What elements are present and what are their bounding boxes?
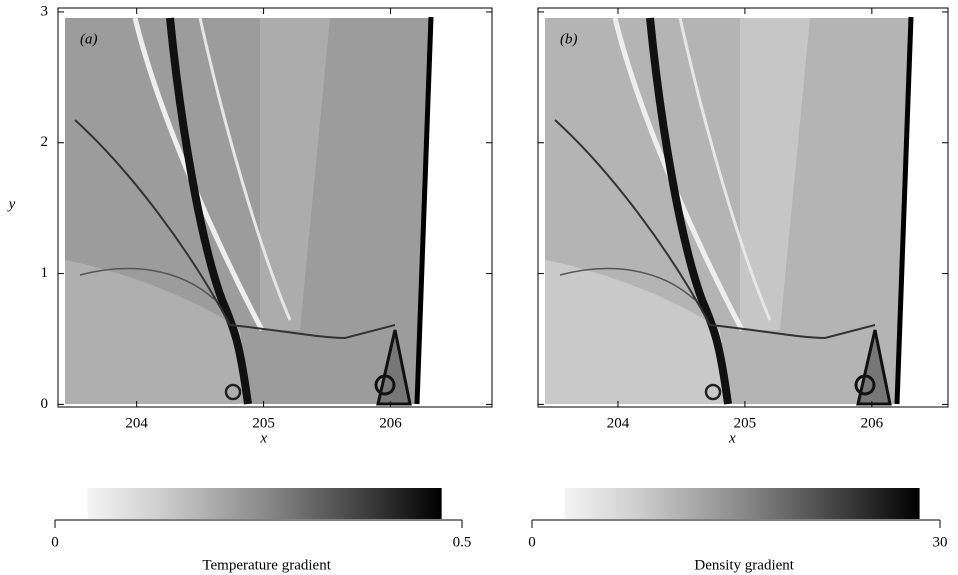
frame — [57, 7, 493, 408]
dark-band — [646, 17, 732, 405]
vortex — [376, 329, 412, 406]
vortex — [704, 383, 722, 401]
field-region — [545, 260, 730, 404]
panel-label: (a) — [80, 31, 98, 47]
colorbar-tick-label: 0 — [51, 534, 59, 550]
x-axis-label: x — [728, 430, 736, 446]
x-tick-label: 204 — [607, 415, 630, 431]
x-axis-label: x — [259, 430, 267, 446]
colorbar-tick-label: 0.5 — [453, 534, 472, 550]
shock-front — [414, 16, 434, 405]
frame — [537, 7, 949, 408]
dark-band — [166, 17, 252, 405]
colorbar-tick-label: 30 — [933, 534, 948, 550]
y-tick-label: 3 — [41, 3, 49, 19]
colorbar — [87, 488, 442, 519]
x-tick-label: 205 — [734, 415, 757, 431]
vortex — [854, 374, 876, 396]
shock — [79, 267, 216, 301]
vortex — [224, 383, 242, 401]
colorbar-label: Temperature gradient — [202, 557, 331, 573]
colorbar-tick-label: 0 — [528, 534, 536, 550]
shock — [559, 267, 696, 301]
panel-label: (b) — [560, 31, 578, 47]
y-axis-label: y — [7, 196, 16, 212]
x-tick-label: 204 — [125, 415, 148, 431]
colorbar-label: Density gradient — [694, 557, 794, 573]
field-region — [740, 18, 810, 330]
x-tick-label: 206 — [379, 415, 402, 431]
y-tick-label: 1 — [41, 265, 49, 281]
x-tick-label: 206 — [861, 415, 884, 431]
streak — [678, 17, 772, 321]
y-tick-label: 0 — [41, 396, 49, 412]
colorbar — [564, 488, 920, 519]
field-region — [260, 18, 330, 330]
shock — [554, 119, 876, 340]
shock-front — [894, 16, 914, 405]
vortex — [856, 329, 892, 406]
field-region — [65, 260, 250, 404]
shock — [74, 119, 396, 340]
y-tick-label: 2 — [41, 134, 49, 150]
streak — [198, 17, 292, 321]
vortex — [374, 374, 396, 396]
x-tick-label: 205 — [252, 415, 275, 431]
